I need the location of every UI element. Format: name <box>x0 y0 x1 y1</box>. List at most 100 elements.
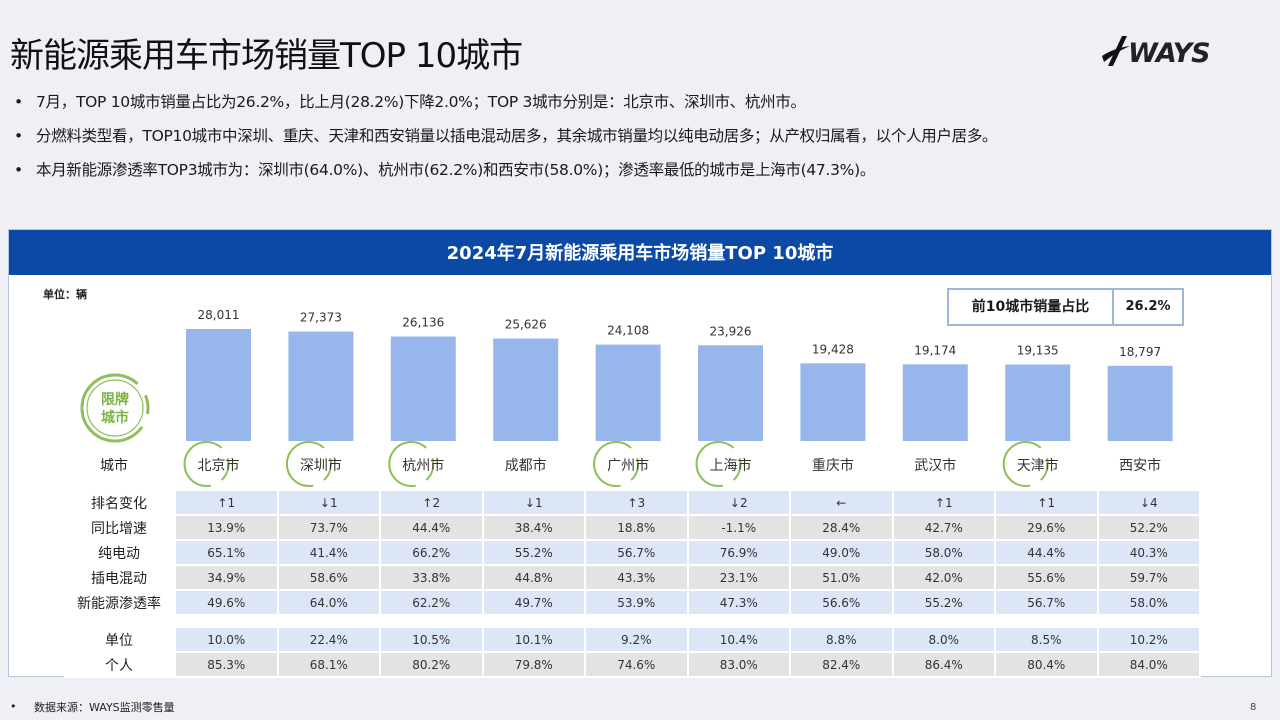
restricted-city-circle <box>695 441 742 487</box>
table-cell: 55.2% <box>893 591 996 616</box>
table-cell: 76.9% <box>688 541 791 566</box>
table-cell: 10.2% <box>1098 628 1201 653</box>
bar-value-label: 19,428 <box>812 342 854 356</box>
table-cell: 49.0% <box>791 541 894 566</box>
table-cell: 56.6% <box>791 591 894 616</box>
bar-2 <box>288 331 354 441</box>
city-label: 重庆市 <box>812 457 854 474</box>
table-cell: ↑2 <box>381 491 484 516</box>
table-cell: 8.8% <box>791 628 894 653</box>
table-cell: 56.7% <box>996 591 1099 616</box>
summary-bullet: 7月，TOP 10城市销量占比为26.2%，比上月(28.2%)下降2.0%；T… <box>14 90 1264 124</box>
table-cell: 83.0% <box>688 653 791 678</box>
table-cell: 9.2% <box>586 628 689 653</box>
table-cell: 62.2% <box>381 591 484 616</box>
summary-bullets: 7月，TOP 10城市销量占比为26.2%，比上月(28.2%)下降2.0%；T… <box>14 90 1264 192</box>
table-cell: 41.4% <box>278 541 381 566</box>
bar-10 <box>1107 365 1173 441</box>
table-cell: ↑3 <box>586 491 689 516</box>
ways-logo: WAYS <box>1100 34 1220 74</box>
bar-value-label: 26,136 <box>402 315 444 329</box>
table-cell: 18.8% <box>586 516 689 541</box>
table-cell: 52.2% <box>1098 516 1201 541</box>
table-cell: 13.9% <box>176 516 279 541</box>
bar-1 <box>186 329 251 441</box>
city-label: 成都市 <box>505 457 547 474</box>
city-label: 上海市 <box>710 457 752 474</box>
row-label: 插电混动 <box>64 566 176 591</box>
city-label: 杭州市 <box>402 457 444 474</box>
bar-value-label: 19,135 <box>1017 343 1059 357</box>
table-row: 同比增速 13.9% 73.7% 44.4% 38.4% 18.8% -1.1% 28.4% 4… <box>64 516 1201 541</box>
data-source: 数据来源：WAYS监测零售量 <box>34 701 175 714</box>
row-label: 个人 <box>64 653 176 678</box>
bar-value-label: 19,174 <box>914 343 956 357</box>
table-cell: 10.0% <box>176 628 279 653</box>
table-row: 新能源渗透率 49.6% 64.0% 62.2% 49.7% 53.9% 47.3% 56.6… <box>64 591 1201 616</box>
logo-mark-icon <box>1102 36 1130 66</box>
bar-9 <box>1005 364 1071 441</box>
spacer-cell <box>64 616 1201 628</box>
bar-value-label: 18,797 <box>1119 345 1161 359</box>
city-label: 深圳市 <box>300 457 342 474</box>
city-label: 天津市 <box>1017 457 1059 474</box>
table-cell: 56.7% <box>586 541 689 566</box>
table-cell: 51.0% <box>791 566 894 591</box>
row-label: 同比增速 <box>64 516 176 541</box>
row-label: 纯电动 <box>64 541 176 566</box>
table-cell: 66.2% <box>381 541 484 566</box>
bar-value-label: 27,373 <box>300 311 342 325</box>
table-cell: 40.3% <box>1098 541 1201 566</box>
panel-header: 2024年7月新能源乘用车市场销量TOP 10城市 <box>9 230 1271 275</box>
badge-text-2: 城市 <box>101 409 129 426</box>
restricted-city-circle <box>593 441 640 487</box>
table-cell: 22.4% <box>278 628 381 653</box>
bar-value-label: 24,108 <box>607 324 649 338</box>
table-row: 插电混动 34.9% 58.6% 33.8% 44.8% 43.3% 23.1% 51.0% 4… <box>64 566 1201 591</box>
table-cell: 55.6% <box>996 566 1099 591</box>
city-label: 广州市 <box>607 457 649 474</box>
restricted-city-circle <box>388 441 435 487</box>
table-row: 个人 85.3% 68.1% 80.2% 79.8% 74.6% 83.0% 82.4% 86.… <box>64 653 1201 678</box>
table-cell: 82.4% <box>791 653 894 678</box>
bar-4 <box>493 338 559 441</box>
table-cell: ↓1 <box>278 491 381 516</box>
table-cell: ↑1 <box>893 491 996 516</box>
city-label: 西安市 <box>1119 457 1161 474</box>
table-row: 单位 10.0% 22.4% 10.5% 10.1% 9.2% 10.4% 8.8% 8.0% 8… <box>64 628 1201 653</box>
table-row: 排名变化 ↑1 ↓1 ↑2 ↓1 ↑3 ↓2 ← ↑1 ↑1 ↓4 <box>64 491 1201 516</box>
table-cell: 47.3% <box>688 591 791 616</box>
table-cell: 43.3% <box>586 566 689 591</box>
table-cell: 85.3% <box>176 653 279 678</box>
summary-bullet: 分燃料类型看，TOP10城市中深圳、重庆、天津和西安销量以插电混动居多，其余城市… <box>14 124 1264 158</box>
table-cell: 44.8% <box>483 566 586 591</box>
table-cell: 8.0% <box>893 628 996 653</box>
table-cell: 86.4% <box>893 653 996 678</box>
restricted-city-badge: 限牌 城市 <box>80 373 150 443</box>
table-cell: -1.1% <box>688 516 791 541</box>
table-cell: ← <box>791 491 894 516</box>
table-cell: 64.0% <box>278 591 381 616</box>
page-title: 新能源乘用车市场销量TOP 10城市 <box>10 36 523 76</box>
table-spacer-row <box>64 616 1201 628</box>
table-cell: 84.0% <box>1098 653 1201 678</box>
row-label: 新能源渗透率 <box>64 591 176 616</box>
table-cell: ↓2 <box>688 491 791 516</box>
table-cell: 23.1% <box>688 566 791 591</box>
bar-5 <box>595 344 661 441</box>
bar-value-label: 28,011 <box>198 308 240 322</box>
bar-6 <box>698 345 763 441</box>
table-cell: 8.5% <box>996 628 1099 653</box>
table-cell: 65.1% <box>176 541 279 566</box>
table-cell: 28.4% <box>791 516 894 541</box>
sales-bar-chart: 限牌 城市 城市 28,011 北京市 27,373 深圳市 26,136 杭州市 25,6… <box>80 308 1173 487</box>
table-cell: 42.7% <box>893 516 996 541</box>
city-label: 武汉市 <box>914 457 956 474</box>
stats-table: 排名变化 ↑1 ↓1 ↑2 ↓1 ↑3 ↓2 ← ↑1 ↑1 ↓4 同比增速 13.9% 73.7% 44.… <box>64 491 1201 678</box>
share-label: 前10城市销量占比 <box>949 290 1114 324</box>
table-cell: 80.2% <box>381 653 484 678</box>
table-cell: 73.7% <box>278 516 381 541</box>
restricted-city-circle <box>1002 441 1049 487</box>
table-cell: 53.9% <box>586 591 689 616</box>
table-cell: 29.6% <box>996 516 1099 541</box>
